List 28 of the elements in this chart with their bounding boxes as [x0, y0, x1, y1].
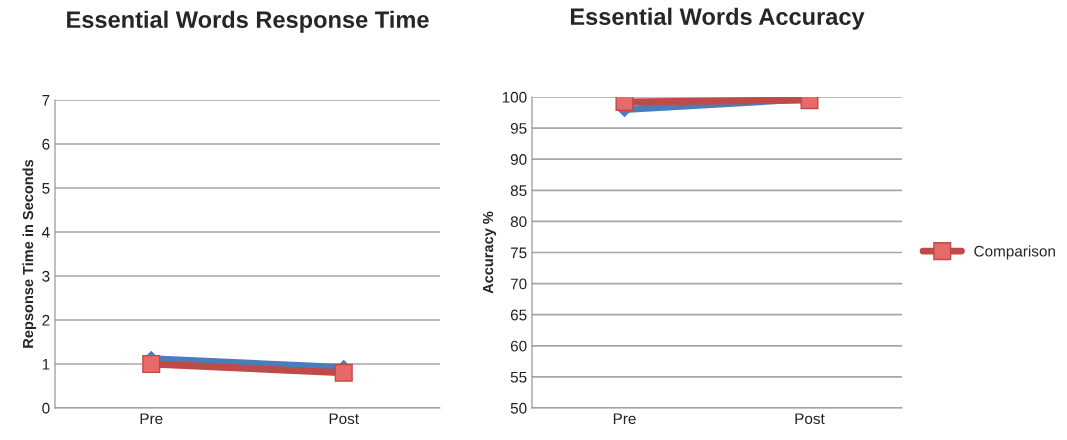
y-tick-label: 50 [510, 402, 527, 414]
x-tick-label: Post [795, 413, 825, 425]
y-tick-label: 5 [42, 183, 50, 194]
y-tick-label: 1 [42, 359, 50, 370]
x-tick-label: Pre [613, 413, 636, 425]
chart-title: Essential Words Accuracy [570, 7, 865, 30]
x-tick-label: Post [329, 413, 359, 425]
y-tick-label: 0 [42, 402, 50, 414]
x-tick-label: Pre [140, 413, 163, 425]
y-tick-label: 85 [510, 185, 527, 196]
y-tick-label: 80 [510, 216, 527, 228]
y-tick-label: 7 [42, 95, 50, 106]
y-tick-label: 6 [42, 138, 50, 150]
y-axis-title: Accuracy % [482, 211, 497, 294]
y-tick-label: 3 [42, 270, 50, 282]
legend-label: Comparison [974, 245, 1055, 260]
y-tick-label: 4 [41, 227, 50, 238]
y-tick-label: 60 [510, 340, 527, 352]
y-tick-label: 95 [510, 122, 527, 134]
y-tick-label: 70 [510, 278, 527, 290]
y-tick-label: 65 [510, 309, 527, 321]
y-tick-label: 55 [510, 371, 527, 383]
y-axis-title: Repsonse Time in Seconds [22, 159, 37, 348]
y-tick-label: 2 [42, 314, 50, 326]
y-tick-label: 90 [510, 154, 527, 165]
y-tick-label: 100 [502, 91, 527, 103]
chart-title: Essential Words Response Time [67, 10, 429, 33]
y-tick-label: 75 [510, 247, 527, 259]
